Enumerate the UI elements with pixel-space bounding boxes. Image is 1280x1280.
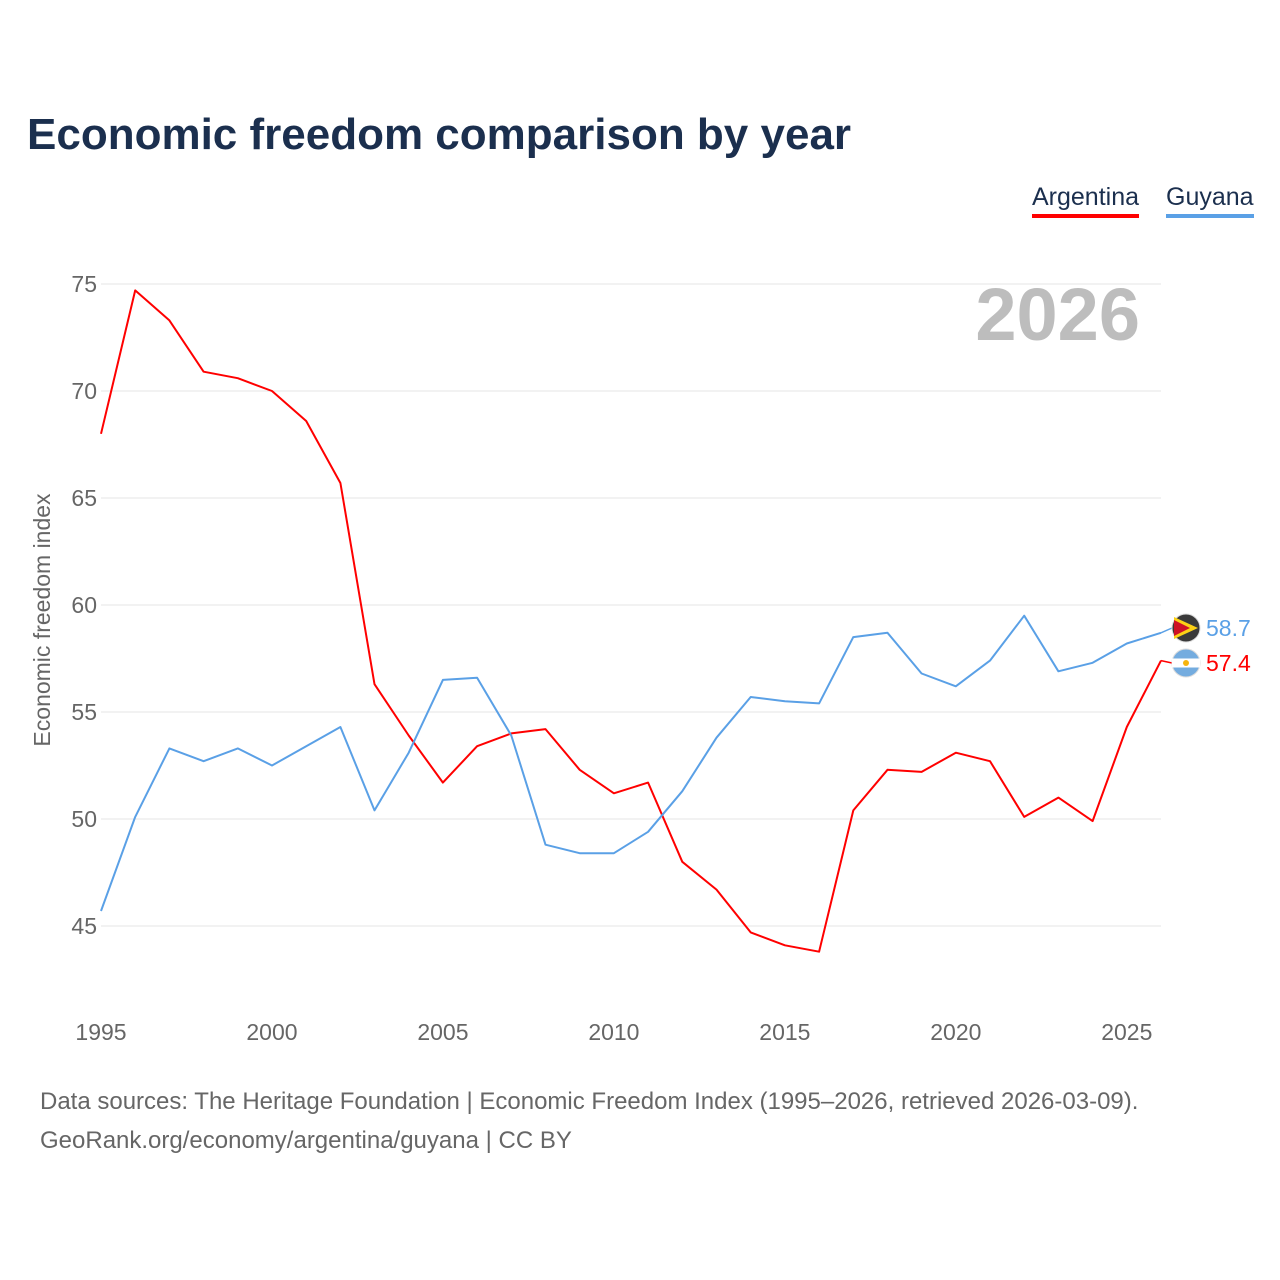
y-tick-label: 70 xyxy=(71,378,97,404)
legend-guyana[interactable]: Guyana xyxy=(1166,183,1254,218)
y-axis-label: Economic freedom index xyxy=(29,493,55,747)
flag-triangle-red xyxy=(1174,620,1190,636)
series-line-argentina xyxy=(100,289,1162,953)
year-watermark: 2026 xyxy=(975,273,1140,356)
x-tick-label: 2020 xyxy=(930,1019,981,1045)
y-tick-label: 60 xyxy=(71,592,97,618)
x-tick-label: 2010 xyxy=(588,1019,639,1045)
series-line-guyana xyxy=(100,614,1162,912)
footer-attribution: GeoRank.org/economy/argentina/guyana | C… xyxy=(40,1127,572,1154)
end-value-label-guyana: 58.7 xyxy=(1206,615,1251,641)
y-tick-label: 65 xyxy=(71,485,97,511)
end-connector xyxy=(1160,659,1173,664)
y-tick-label: 75 xyxy=(71,271,97,297)
y-tick-label: 50 xyxy=(71,806,97,832)
x-tick-label: 2000 xyxy=(246,1019,297,1045)
x-tick-label: 2005 xyxy=(417,1019,468,1045)
chart-title: Economic freedom comparison by year xyxy=(27,110,852,159)
y-tick-label: 45 xyxy=(71,913,97,939)
footer-sources: Data sources: The Heritage Foundation | … xyxy=(40,1088,1139,1115)
x-tick-label: 2015 xyxy=(759,1019,810,1045)
flag-sun xyxy=(1183,660,1189,666)
x-tick-label: 2025 xyxy=(1101,1019,1152,1045)
end-connector xyxy=(1160,627,1173,634)
legend-argentina[interactable]: Argentina xyxy=(1032,183,1140,218)
end-value-label-argentina: 57.4 xyxy=(1206,650,1251,676)
x-tick-label: 1995 xyxy=(75,1019,126,1045)
y-tick-label: 55 xyxy=(71,699,97,725)
